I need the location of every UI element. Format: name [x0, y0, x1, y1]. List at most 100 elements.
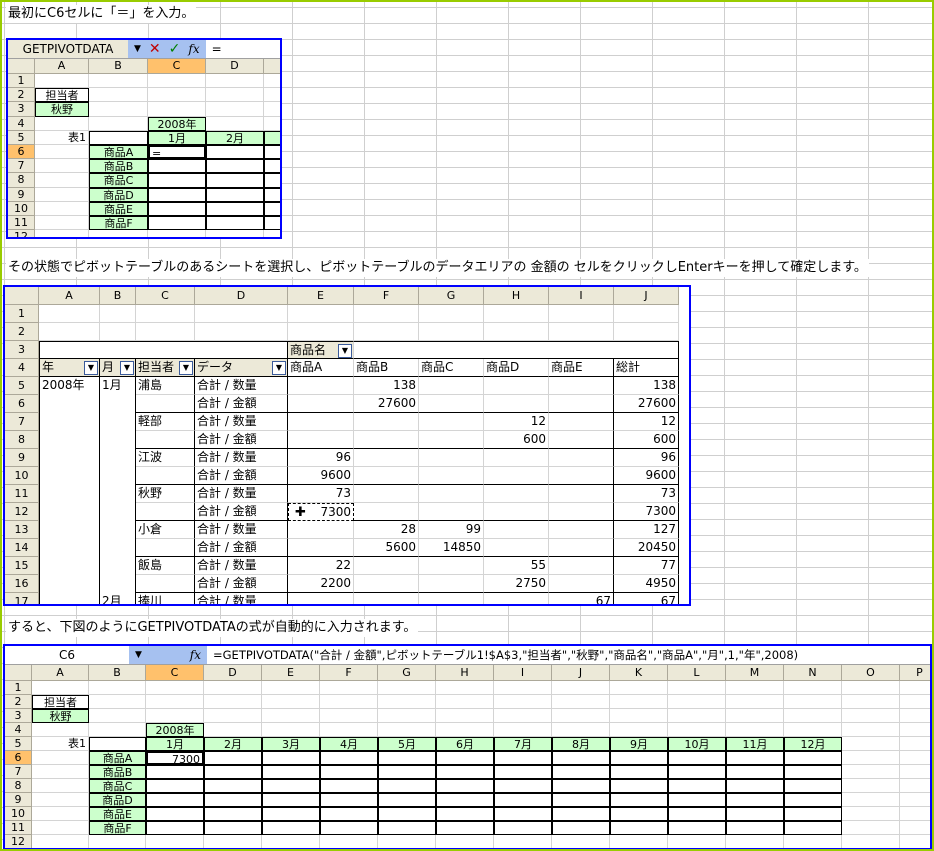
cell-F2[interactable]: [354, 323, 419, 341]
cell-F12[interactable]: [354, 503, 419, 521]
field-dropdown-icon[interactable]: ▼: [338, 344, 352, 358]
cell-G12[interactable]: [419, 503, 484, 521]
cell-C12[interactable]: [148, 230, 206, 237]
cell-P3[interactable]: [900, 709, 930, 723]
row-header-11[interactable]: 11: [8, 216, 35, 231]
cell-C15[interactable]: 飯島: [136, 557, 195, 575]
column-header-N[interactable]: N: [784, 665, 842, 681]
cell-C5[interactable]: 浦島: [136, 377, 195, 395]
cell-E2[interactable]: [288, 323, 354, 341]
cell-E10[interactable]: [262, 807, 320, 821]
cell-5[interactable]: [264, 130, 280, 145]
cell-K7[interactable]: [610, 765, 668, 779]
cell-J9[interactable]: [552, 793, 610, 807]
cell-L8[interactable]: [668, 779, 726, 793]
cell-A17[interactable]: [39, 593, 100, 604]
cell-H7[interactable]: 12: [484, 413, 549, 431]
cell-D11[interactable]: 合計 / 数量: [195, 485, 288, 503]
row-header-4[interactable]: 4: [8, 116, 35, 131]
column-header-H[interactable]: H: [436, 665, 494, 681]
cell-C3[interactable]: [148, 102, 206, 117]
column-header-H[interactable]: H: [484, 287, 549, 305]
row-header-11[interactable]: 11: [5, 821, 32, 835]
cell-B4[interactable]: [89, 723, 146, 737]
cell-D8[interactable]: [206, 173, 264, 188]
cell-A16[interactable]: [39, 575, 100, 593]
cell-B6[interactable]: 商品A: [89, 751, 146, 765]
column-header-D[interactable]: D: [195, 287, 288, 305]
row-header-12[interactable]: 12: [5, 503, 39, 521]
cell-7[interactable]: [264, 159, 280, 174]
name-box[interactable]: C6: [58, 648, 75, 662]
cell-M8[interactable]: [726, 779, 784, 793]
cell-F7[interactable]: [320, 765, 378, 779]
cell-M4[interactable]: [726, 723, 784, 737]
cell-H4[interactable]: [436, 723, 494, 737]
cell-O1[interactable]: [842, 681, 900, 695]
row-header-12[interactable]: 12: [5, 835, 32, 848]
cell-B4[interactable]: 月 ▼: [100, 359, 136, 377]
cell-G1[interactable]: [378, 681, 436, 695]
cell-B7[interactable]: [100, 413, 136, 431]
cell-C5[interactable]: 1月: [146, 737, 204, 751]
cell-E6[interactable]: [288, 395, 354, 413]
cell-G8[interactable]: [378, 779, 436, 793]
column-header-C[interactable]: C: [148, 59, 206, 74]
cell-A2[interactable]: 担当者: [32, 695, 89, 709]
cell-H3[interactable]: [436, 709, 494, 723]
cell-O2[interactable]: [842, 695, 900, 709]
row-header-9[interactable]: 9: [5, 793, 32, 807]
cell-I10[interactable]: [549, 467, 614, 485]
cell-D12[interactable]: [204, 835, 262, 848]
cell-G9[interactable]: [419, 449, 484, 467]
column-header-O[interactable]: O: [842, 665, 900, 681]
cell-F12[interactable]: [320, 835, 378, 848]
cell-H4[interactable]: 商品D: [484, 359, 549, 377]
fx-icon[interactable]: fx: [189, 648, 201, 662]
row-header-4[interactable]: 4: [5, 359, 39, 377]
cell-E8[interactable]: [288, 431, 354, 449]
cell-H9[interactable]: [484, 449, 549, 467]
row-header-2[interactable]: 2: [5, 323, 39, 341]
cell-F1[interactable]: [320, 681, 378, 695]
row-header-4[interactable]: 4: [5, 723, 32, 737]
column-header-B[interactable]: B: [89, 665, 146, 681]
cell-I1[interactable]: [549, 305, 614, 323]
cell-B3[interactable]: [89, 102, 148, 117]
cell-C9[interactable]: [148, 187, 206, 202]
cell-L4[interactable]: [668, 723, 726, 737]
row-header-6[interactable]: 6: [5, 395, 39, 413]
cell-C4[interactable]: 担当者 ▼: [136, 359, 195, 377]
cell-J3[interactable]: [614, 341, 679, 359]
cell-F10[interactable]: [320, 807, 378, 821]
cell-H3[interactable]: [484, 341, 549, 359]
cell-F7[interactable]: [354, 413, 419, 431]
cell-O11[interactable]: [842, 821, 900, 835]
cell-K6[interactable]: [610, 751, 668, 765]
cell-A11[interactable]: [39, 485, 100, 503]
cell-F8[interactable]: [320, 779, 378, 793]
cell-J5[interactable]: 138: [614, 377, 679, 395]
cell-F3[interactable]: [354, 341, 419, 359]
cell-I6[interactable]: [494, 751, 552, 765]
dropdown-arrow-icon[interactable]: ▼: [135, 650, 142, 660]
cell-I9[interactable]: [549, 449, 614, 467]
cell-A8[interactable]: [39, 431, 100, 449]
cell-G5[interactable]: 5月: [378, 737, 436, 751]
field-dropdown-icon[interactable]: ▼: [120, 361, 134, 375]
select-all-corner[interactable]: [5, 665, 32, 681]
cell-B2[interactable]: [89, 88, 148, 103]
cell-F14[interactable]: 5600: [354, 539, 419, 557]
cell-B8[interactable]: 商品C: [89, 173, 148, 188]
cell-K4[interactable]: [610, 723, 668, 737]
cell-A12[interactable]: [35, 230, 89, 237]
cell-O12[interactable]: [842, 835, 900, 848]
cell-B10[interactable]: [100, 467, 136, 485]
cell-E14[interactable]: [288, 539, 354, 557]
cell-D16[interactable]: 合計 / 金額: [195, 575, 288, 593]
cell-J15[interactable]: 77: [614, 557, 679, 575]
cell-A15[interactable]: [39, 557, 100, 575]
cell-C17[interactable]: 捧川: [136, 593, 195, 604]
cell-A7[interactable]: [39, 413, 100, 431]
row-header-12[interactable]: 12: [8, 230, 35, 237]
